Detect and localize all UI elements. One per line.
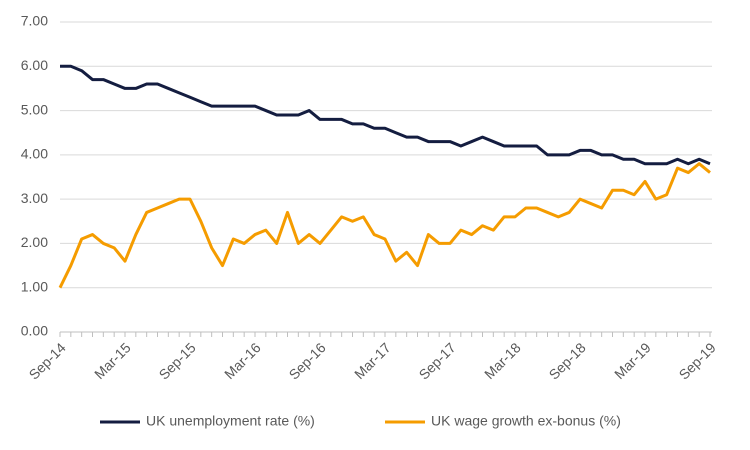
x-tick-label: Sep-19	[675, 339, 718, 382]
x-tick-label: Mar-19	[611, 339, 654, 382]
x-tick-label: Sep-15	[155, 339, 198, 382]
x-tick-label: Sep-18	[545, 339, 588, 382]
y-tick-label: 3.00	[21, 190, 48, 206]
x-tick-label: Sep-14	[25, 339, 68, 382]
y-tick-label: 2.00	[21, 234, 48, 250]
x-tick-label: Mar-17	[351, 339, 394, 382]
y-tick-label: 4.00	[21, 146, 48, 162]
x-tick-label: Sep-16	[285, 339, 328, 382]
x-tick-label: Mar-15	[91, 339, 134, 382]
legend-label: UK unemployment rate (%)	[146, 413, 315, 429]
y-tick-label: 6.00	[21, 57, 48, 73]
series-line	[58, 162, 711, 289]
series-line	[60, 64, 711, 166]
y-tick-label: 7.00	[21, 13, 48, 29]
y-tick-label: 5.00	[21, 101, 48, 117]
x-tick-label: Sep-17	[415, 339, 458, 382]
x-tick-label: Mar-16	[221, 339, 264, 382]
y-tick-label: 1.00	[21, 278, 48, 294]
x-tick-label: Mar-18	[481, 339, 524, 382]
y-tick-label: 0.00	[21, 323, 48, 339]
legend-label: UK wage growth ex-bonus (%)	[431, 413, 621, 429]
